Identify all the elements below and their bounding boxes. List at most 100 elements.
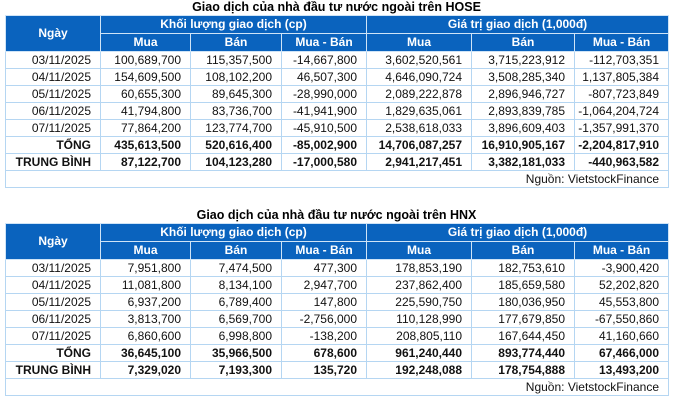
cell-net-volume: -17,000,580: [281, 153, 367, 171]
subheader-sell-volume: Bán: [190, 241, 282, 260]
cell-net-value: 41,160,660: [574, 327, 669, 345]
header-volume-group: Khối lượng giao dịch (cp): [100, 223, 367, 242]
cell-net-value: 67,466,000: [574, 344, 669, 362]
average-row: TRUNG BÌNH 7,329,020 7,193,300 135,720 192,2…: [5, 361, 669, 379]
cell-sell-value: 185,659,580: [471, 276, 575, 294]
cell-buy-value: 2,538,618,033: [366, 119, 472, 137]
table-row: 03/11/2025 7,951,800 7,474,500 477,300 178,8…: [5, 259, 669, 277]
cell-sell-value: 3,508,285,340: [471, 68, 575, 86]
source-text: Nguồn: VietstockFinance: [5, 170, 669, 188]
cell-buy-volume: 87,122,700: [100, 153, 191, 171]
cell-sell-value: 893,774,440: [471, 344, 575, 362]
cell-net-value: -1,357,991,370: [574, 119, 669, 137]
source-row: Nguồn: VietstockFinance: [5, 378, 669, 396]
cell-net-volume: 135,720: [281, 361, 367, 379]
cell-sell-volume: 123,774,700: [190, 119, 282, 137]
subheader-buy-value: Mua: [366, 241, 472, 260]
cell-date: 03/11/2025: [5, 259, 101, 277]
cell-net-volume: -28,990,000: [281, 85, 367, 103]
cell-sell-volume: 6,789,400: [190, 293, 282, 311]
subheader-net-volume: Mua - Bán: [281, 33, 367, 52]
cell-buy-value: 208,805,110: [366, 327, 472, 345]
cell-sell-value: 177,679,850: [471, 310, 575, 328]
subheader-net-value: Mua - Bán: [574, 241, 669, 260]
cell-net-volume: -41,941,900: [281, 102, 367, 120]
cell-sell-value: 2,893,839,785: [471, 102, 575, 120]
cell-buy-value: 14,706,087,257: [366, 136, 472, 154]
cell-net-volume: -45,910,500: [281, 119, 367, 137]
cell-sell-value: 178,754,888: [471, 361, 575, 379]
cell-sell-value: 3,896,609,403: [471, 119, 575, 137]
table-row: 04/11/2025 154,609,500 108,102,200 46,507,3…: [5, 68, 669, 86]
table-row: 07/11/2025 77,864,200 123,774,700 -45,910,5…: [5, 119, 669, 137]
cell-net-volume: 2,947,700: [281, 276, 367, 294]
cell-net-value: -112,703,351: [574, 51, 669, 69]
cell-net-volume: 678,600: [281, 344, 367, 362]
cell-net-value: -2,204,817,910: [574, 136, 669, 154]
cell-sell-value: 180,036,950: [471, 293, 575, 311]
cell-buy-volume: 36,645,100: [100, 344, 191, 362]
cell-net-value: 13,493,200: [574, 361, 669, 379]
cell-buy-volume: 7,329,020: [100, 361, 191, 379]
header-value-group: Giá trị giao dịch (1,000đ): [366, 15, 669, 34]
cell-sell-volume: 89,645,300: [190, 85, 282, 103]
table-row: 07/11/2025 6,860,600 6,998,800 -138,200 208,…: [5, 327, 669, 345]
cell-buy-value: 110,128,990: [366, 310, 472, 328]
cell-sell-volume: 115,357,500: [190, 51, 282, 69]
table-row: 03/11/2025 100,689,700 115,357,500 -14,667,…: [5, 51, 669, 69]
table-row: 06/11/2025 3,813,700 6,569,700 -2,756,000 11…: [5, 310, 669, 328]
cell-net-value: -807,723,849: [574, 85, 669, 103]
cell-date: 05/11/2025: [5, 85, 101, 103]
cell-buy-volume: 77,864,200: [100, 119, 191, 137]
cell-net-volume: -14,667,800: [281, 51, 367, 69]
cell-buy-value: 237,862,400: [366, 276, 472, 294]
table-title-hose: Giao dịch của nhà đầu tư nước ngoài trên…: [192, 0, 481, 14]
cell-buy-volume: 6,937,200: [100, 293, 191, 311]
cell-net-value: -67,550,860: [574, 310, 669, 328]
tables-root: Giao dịch của nhà đầu tư nước ngoài trên…: [5, 0, 669, 396]
cell-buy-volume: 6,860,600: [100, 327, 191, 345]
cell-buy-value: 2,089,222,878: [366, 85, 472, 103]
table-title-hnx: Giao dịch của nhà đầu tư nước ngoài trên…: [196, 208, 477, 222]
cell-sell-volume: 6,569,700: [190, 310, 282, 328]
cell-buy-volume: 7,951,800: [100, 259, 191, 277]
subheader-buy-volume: Mua: [100, 241, 191, 260]
cell-net-value: 45,553,800: [574, 293, 669, 311]
cell-buy-value: 3,602,520,561: [366, 51, 472, 69]
cell-net-value: 1,137,805,384: [574, 68, 669, 86]
cell-net-value: -3,900,420: [574, 259, 669, 277]
cell-buy-volume: 11,081,800: [100, 276, 191, 294]
table-row: 05/11/2025 60,655,300 89,645,300 -28,990,00…: [5, 85, 669, 103]
cell-sell-volume: 6,998,800: [190, 327, 282, 345]
header-date: Ngày: [5, 223, 101, 260]
cell-sell-value: 2,896,946,727: [471, 85, 575, 103]
cell-buy-value: 1,829,635,061: [366, 102, 472, 120]
cell-net-volume: 46,507,300: [281, 68, 367, 86]
cell-sell-value: 16,910,905,167: [471, 136, 575, 154]
total-label: TỔNG: [5, 136, 101, 154]
cell-sell-value: 167,644,450: [471, 327, 575, 345]
cell-buy-volume: 100,689,700: [100, 51, 191, 69]
source-text: Nguồn: VietstockFinance: [5, 378, 669, 396]
cell-net-volume: -85,002,900: [281, 136, 367, 154]
header-value-group: Giá trị giao dịch (1,000đ): [366, 223, 669, 242]
cell-sell-value: 3,382,181,033: [471, 153, 575, 171]
cell-sell-volume: 104,123,280: [190, 153, 282, 171]
cell-net-volume: -2,756,000: [281, 310, 367, 328]
data-table-hose: Ngày Khối lượng giao dịch (cp) Giá trị g…: [5, 15, 669, 188]
cell-sell-volume: 108,102,200: [190, 68, 282, 86]
cell-date: 05/11/2025: [5, 293, 101, 311]
cell-sell-volume: 83,736,700: [190, 102, 282, 120]
cell-date: 07/11/2025: [5, 327, 101, 345]
cell-net-value: -1,064,204,724: [574, 102, 669, 120]
total-row: TỔNG 435,613,500 520,616,400 -85,002,900 14,…: [5, 136, 669, 154]
total-row: TỔNG 36,645,100 35,966,500 678,600 961,240,4…: [5, 344, 669, 362]
cell-buy-value: 4,646,090,724: [366, 68, 472, 86]
cell-sell-volume: 7,474,500: [190, 259, 282, 277]
table-section-hose: Giao dịch của nhà đầu tư nước ngoài trên…: [5, 0, 669, 188]
subheader-buy-value: Mua: [366, 33, 472, 52]
cell-buy-volume: 154,609,500: [100, 68, 191, 86]
header-date: Ngày: [5, 15, 101, 52]
cell-buy-volume: 41,794,800: [100, 102, 191, 120]
cell-buy-value: 2,941,217,451: [366, 153, 472, 171]
